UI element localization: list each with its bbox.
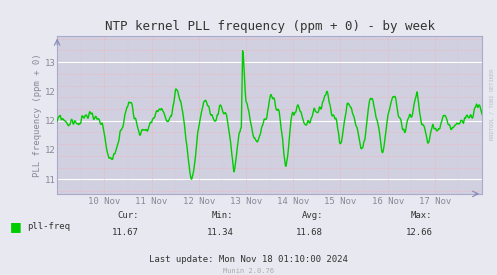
Text: 11.68: 11.68 [296, 228, 323, 237]
Text: RRDTOOL / TOBI OETIKER: RRDTOOL / TOBI OETIKER [490, 69, 495, 140]
Text: Munin 2.0.76: Munin 2.0.76 [223, 268, 274, 274]
Text: pll-freq: pll-freq [27, 222, 71, 231]
Text: 11.34: 11.34 [207, 228, 234, 237]
Text: Cur:: Cur: [118, 211, 139, 220]
Y-axis label: PLL frequency (ppm + 0): PLL frequency (ppm + 0) [33, 53, 42, 177]
Text: Max:: Max: [411, 211, 432, 220]
Text: Avg:: Avg: [302, 211, 323, 220]
Text: 11.67: 11.67 [112, 228, 139, 237]
Title: NTP kernel PLL frequency (ppm + 0) - by week: NTP kernel PLL frequency (ppm + 0) - by … [105, 20, 434, 33]
Text: ■: ■ [10, 220, 22, 233]
Text: Last update: Mon Nov 18 01:10:00 2024: Last update: Mon Nov 18 01:10:00 2024 [149, 255, 348, 264]
Text: Min:: Min: [212, 211, 234, 220]
Text: 12.66: 12.66 [406, 228, 432, 237]
